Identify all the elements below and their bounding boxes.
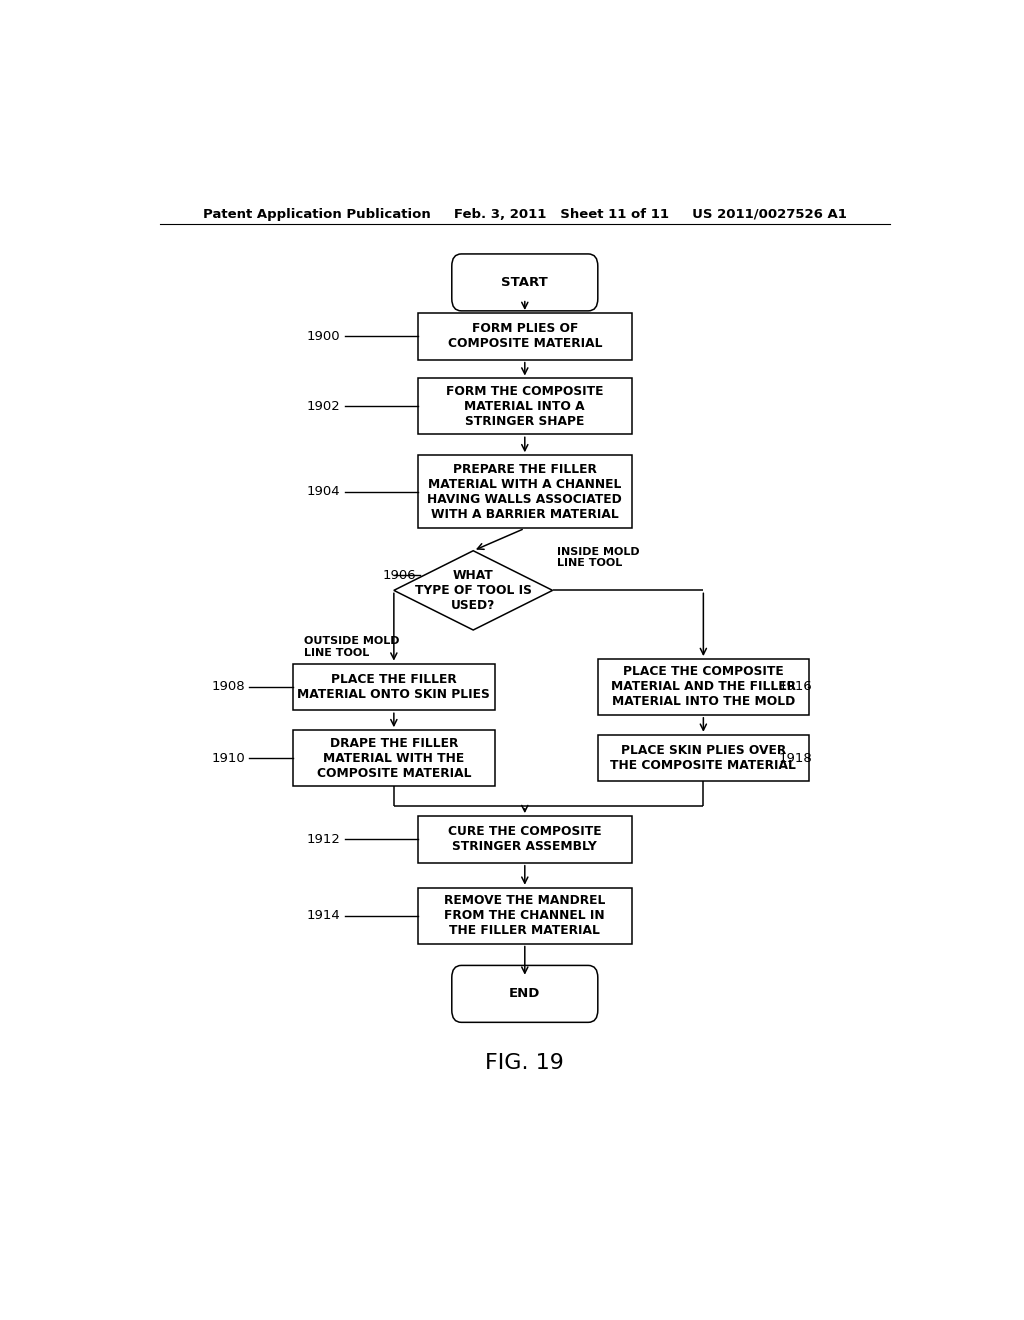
Text: INSIDE MOLD
LINE TOOL: INSIDE MOLD LINE TOOL: [557, 546, 639, 569]
Text: OUTSIDE MOLD
LINE TOOL: OUTSIDE MOLD LINE TOOL: [304, 636, 399, 657]
Text: FORM PLIES OF
COMPOSITE MATERIAL: FORM PLIES OF COMPOSITE MATERIAL: [447, 322, 602, 350]
Text: 1916: 1916: [778, 680, 812, 693]
Text: PREPARE THE FILLER
MATERIAL WITH A CHANNEL
HAVING WALLS ASSOCIATED
WITH A BARRIE: PREPARE THE FILLER MATERIAL WITH A CHANN…: [427, 463, 623, 521]
Text: REMOVE THE MANDREL
FROM THE CHANNEL IN
THE FILLER MATERIAL: REMOVE THE MANDREL FROM THE CHANNEL IN T…: [444, 894, 605, 937]
FancyBboxPatch shape: [293, 664, 495, 710]
Text: PLACE THE FILLER
MATERIAL ONTO SKIN PLIES: PLACE THE FILLER MATERIAL ONTO SKIN PLIE…: [298, 673, 490, 701]
Text: 1914: 1914: [307, 909, 341, 923]
Text: 1912: 1912: [307, 833, 341, 846]
Text: 1910: 1910: [212, 751, 246, 764]
Text: CURE THE COMPOSITE
STRINGER ASSEMBLY: CURE THE COMPOSITE STRINGER ASSEMBLY: [447, 825, 602, 854]
Text: 1906: 1906: [382, 569, 416, 582]
Text: DRAPE THE FILLER
MATERIAL WITH THE
COMPOSITE MATERIAL: DRAPE THE FILLER MATERIAL WITH THE COMPO…: [316, 737, 471, 780]
FancyBboxPatch shape: [452, 965, 598, 1022]
Text: FORM THE COMPOSITE
MATERIAL INTO A
STRINGER SHAPE: FORM THE COMPOSITE MATERIAL INTO A STRIN…: [446, 385, 603, 428]
FancyBboxPatch shape: [418, 455, 632, 528]
Text: START: START: [502, 276, 548, 289]
Text: FIG. 19: FIG. 19: [485, 1053, 564, 1073]
Text: 1902: 1902: [307, 400, 341, 413]
Text: PLACE THE COMPOSITE
MATERIAL AND THE FILLER
MATERIAL INTO THE MOLD: PLACE THE COMPOSITE MATERIAL AND THE FIL…: [611, 665, 796, 709]
FancyBboxPatch shape: [418, 313, 632, 359]
FancyBboxPatch shape: [418, 816, 632, 863]
Polygon shape: [394, 550, 553, 630]
FancyBboxPatch shape: [452, 253, 598, 312]
FancyBboxPatch shape: [418, 379, 632, 434]
Text: END: END: [509, 987, 541, 1001]
Text: 1904: 1904: [307, 486, 341, 498]
Text: 1900: 1900: [307, 330, 341, 343]
FancyBboxPatch shape: [598, 659, 809, 715]
Text: WHAT
TYPE OF TOOL IS
USED?: WHAT TYPE OF TOOL IS USED?: [415, 569, 531, 612]
Text: 1918: 1918: [778, 751, 812, 764]
Text: Patent Application Publication     Feb. 3, 2011   Sheet 11 of 11     US 2011/002: Patent Application Publication Feb. 3, 2…: [203, 207, 847, 220]
Text: PLACE SKIN PLIES OVER
THE COMPOSITE MATERIAL: PLACE SKIN PLIES OVER THE COMPOSITE MATE…: [610, 744, 797, 772]
FancyBboxPatch shape: [293, 730, 495, 785]
Text: 1908: 1908: [212, 680, 246, 693]
FancyBboxPatch shape: [418, 887, 632, 944]
FancyBboxPatch shape: [598, 735, 809, 781]
